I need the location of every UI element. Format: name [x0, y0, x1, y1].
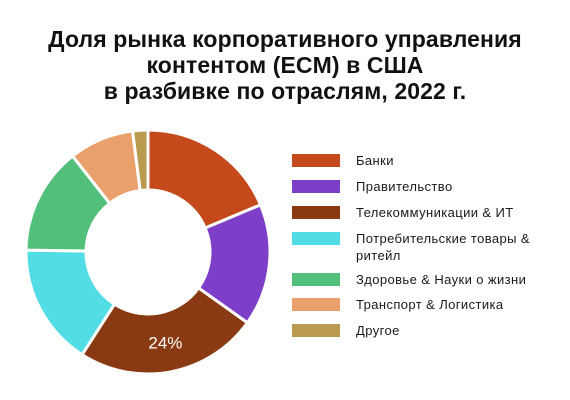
legend-item-7: Другое: [292, 322, 556, 339]
legend-swatch: [292, 180, 340, 193]
legend-swatch: [292, 206, 340, 219]
pie-slice-3: [79, 285, 250, 376]
legend-swatch: [292, 324, 340, 337]
legend-label: Другое: [356, 323, 400, 338]
legend-label: Транспорт & Логистика: [356, 297, 504, 312]
data-label-3: 24%: [148, 333, 182, 352]
legend-item-2: Правительство: [292, 178, 556, 195]
chart-title-line-1: Доля рынка корпоративного управления: [48, 26, 522, 52]
legend-item-3: Телекоммуникации & ИТ: [292, 204, 556, 221]
legend-swatch: [292, 232, 340, 245]
legend-swatch: [292, 298, 340, 311]
chart-title-line-2: контентом (ECM) в США: [146, 52, 424, 78]
legend-item-5: Здоровье & Науки о жизни: [292, 271, 556, 288]
chart-title: Доля рынка корпоративного управления кон…: [0, 26, 570, 104]
pie-slice-7: [130, 128, 150, 193]
legend-label: Телекоммуникации & ИТ: [356, 205, 514, 220]
legend-label: Здоровье & Науки о жизни: [356, 272, 527, 287]
legend-label: Банки: [356, 153, 394, 168]
legend-label: Правительство: [356, 179, 453, 194]
legend-item-1: Банки: [292, 152, 556, 169]
legend-swatch: [292, 154, 340, 167]
legend-label: Потребительские товары & ритейл: [356, 231, 531, 263]
legend-item-6: Транспорт & Логистика: [292, 296, 556, 313]
legend-swatch: [292, 273, 340, 286]
legend-item-4: Потребительские товары & ритейл: [292, 230, 546, 264]
chart-title-line-3: в разбивке по отраслям, 2022 г.: [103, 78, 467, 104]
